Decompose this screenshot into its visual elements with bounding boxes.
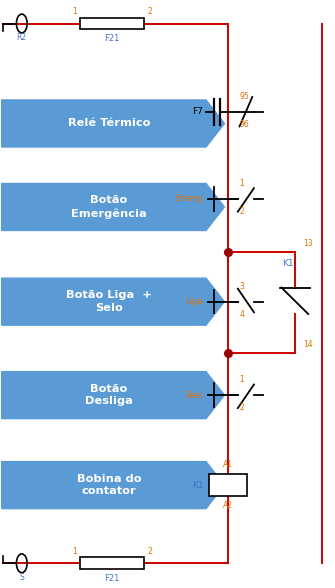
- Bar: [80, 18, 144, 29]
- Text: F21: F21: [105, 34, 120, 43]
- Text: 3: 3: [240, 282, 245, 290]
- Text: 96: 96: [240, 120, 249, 129]
- Polygon shape: [2, 278, 224, 325]
- Text: Botão Liga  +
Selo: Botão Liga + Selo: [66, 290, 152, 313]
- Text: 2: 2: [147, 547, 152, 556]
- Text: A1: A1: [223, 460, 233, 469]
- Text: F21: F21: [105, 574, 120, 583]
- Text: 14: 14: [303, 340, 313, 349]
- Text: Emerg: Emerg: [175, 194, 203, 203]
- Text: 4: 4: [240, 310, 245, 319]
- Text: K1: K1: [282, 259, 294, 268]
- Polygon shape: [2, 462, 224, 509]
- Bar: [208, 474, 247, 496]
- Text: Bobina do
contator: Bobina do contator: [77, 474, 141, 496]
- Text: Botão
Emergência: Botão Emergência: [71, 195, 147, 219]
- Text: R2: R2: [17, 33, 27, 42]
- Text: 95: 95: [240, 92, 249, 101]
- Text: Liga: Liga: [185, 297, 203, 306]
- Text: 2: 2: [240, 207, 244, 216]
- Text: 2: 2: [147, 7, 152, 16]
- Text: 1: 1: [240, 179, 244, 188]
- Text: 1: 1: [240, 375, 244, 384]
- Text: Relé Térmico: Relé Térmico: [68, 118, 150, 129]
- Text: 2: 2: [240, 403, 244, 412]
- Text: 1: 1: [72, 547, 77, 556]
- Text: S: S: [19, 573, 24, 582]
- Polygon shape: [2, 183, 224, 230]
- Text: F7: F7: [192, 107, 203, 116]
- Bar: [80, 557, 144, 569]
- Text: 1: 1: [72, 7, 77, 16]
- Polygon shape: [2, 100, 224, 147]
- Text: Botão
Desliga: Botão Desliga: [85, 384, 133, 406]
- Text: 13: 13: [303, 239, 313, 248]
- Text: K1: K1: [192, 480, 204, 490]
- Text: Desl: Desl: [184, 390, 203, 400]
- Polygon shape: [2, 372, 224, 419]
- Text: A2: A2: [223, 501, 233, 510]
